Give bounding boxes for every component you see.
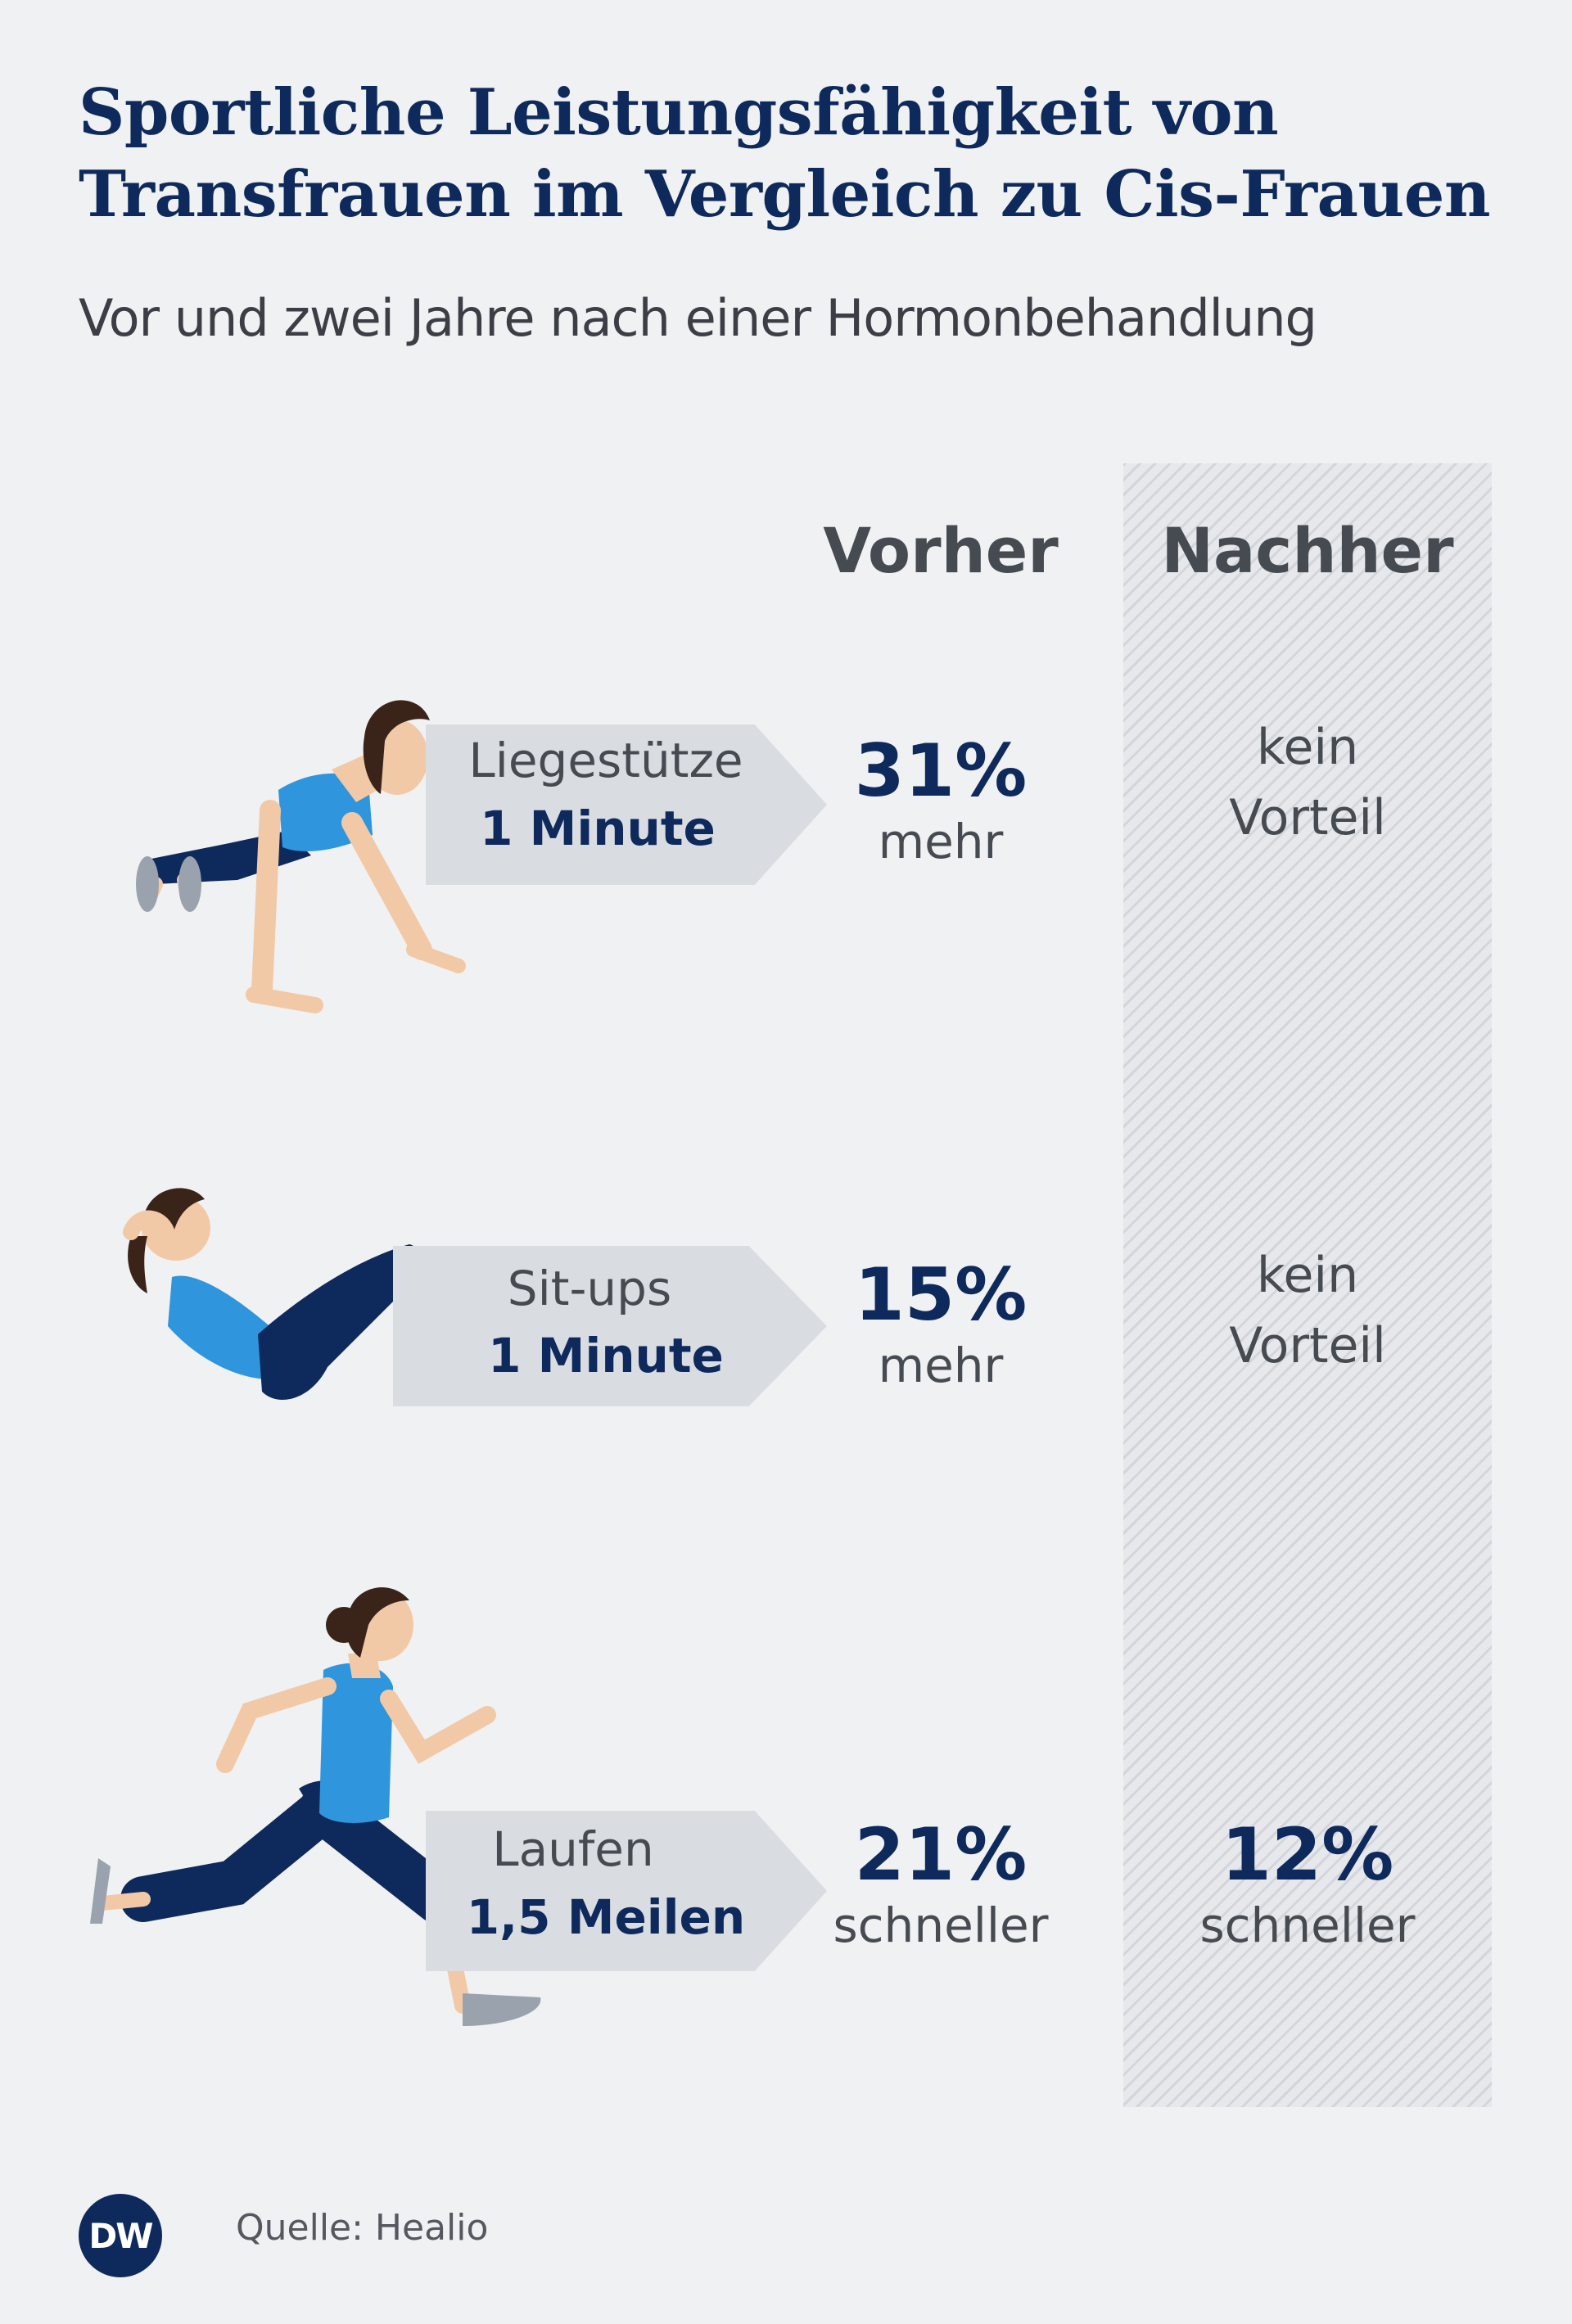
- before-value-situps: 15% mehr: [757, 1254, 1125, 1395]
- after-value-running: 12% schneller: [1123, 1814, 1492, 1955]
- source-note: Quelle: Healio: [236, 2207, 489, 2249]
- before-unit: schneller: [833, 1898, 1049, 1953]
- exercise-duration: 1,5 Meilen: [466, 1889, 746, 1945]
- exercise-label-arrow-pushups: [426, 724, 827, 885]
- title-line-2: Transfrauen im Vergleich zu Cis-Frauen: [79, 157, 1491, 232]
- after-unit: schneller: [1199, 1898, 1416, 1953]
- before-unit: mehr: [878, 1338, 1004, 1393]
- exercise-label-arrow-running: [426, 1811, 827, 1971]
- running-woman-illustration: [90, 1587, 541, 2026]
- dw-logo: DW: [79, 2194, 162, 2277]
- title-line-1: Sportliche Leistungsfähigkeit von: [79, 75, 1279, 150]
- after-text-line-2: Vorteil: [1229, 1317, 1386, 1374]
- after-value-situps: kein Vorteil: [1123, 1240, 1492, 1381]
- before-percent: 31%: [854, 729, 1028, 813]
- column-header-before: Vorher: [823, 514, 1059, 587]
- after-column-background: [1123, 463, 1492, 2107]
- page-title: Sportliche Leistungsfähigkeit von Transf…: [79, 72, 1536, 236]
- exercise-name: Laufen: [492, 1821, 654, 1877]
- after-value-pushups: kein Vorteil: [1123, 712, 1492, 853]
- before-unit: mehr: [878, 814, 1004, 869]
- exercise-name: Sit-ups: [507, 1261, 672, 1316]
- before-percent: 21%: [854, 1812, 1028, 1897]
- column-header-after: Nachher: [1161, 514, 1454, 587]
- exercise-name: Liegestütze: [468, 733, 743, 788]
- after-text-line-2: Vorteil: [1229, 789, 1386, 846]
- before-value-pushups: 31% mehr: [757, 730, 1125, 871]
- after-text-line-1: kein: [1256, 719, 1359, 776]
- page-subtitle: Vor und zwei Jahre nach einer Hormonbeha…: [79, 288, 1317, 348]
- after-text-line-1: kein: [1256, 1247, 1359, 1304]
- exercise-label-arrow-situps: [393, 1246, 827, 1406]
- pushup-woman-illustration: [136, 700, 466, 1013]
- after-percent: 12%: [1221, 1812, 1394, 1897]
- before-percent: 15%: [854, 1252, 1028, 1337]
- before-value-running: 21% schneller: [757, 1814, 1125, 1955]
- exercise-duration: 1 Minute: [480, 801, 716, 856]
- exercise-duration: 1 Minute: [488, 1328, 724, 1383]
